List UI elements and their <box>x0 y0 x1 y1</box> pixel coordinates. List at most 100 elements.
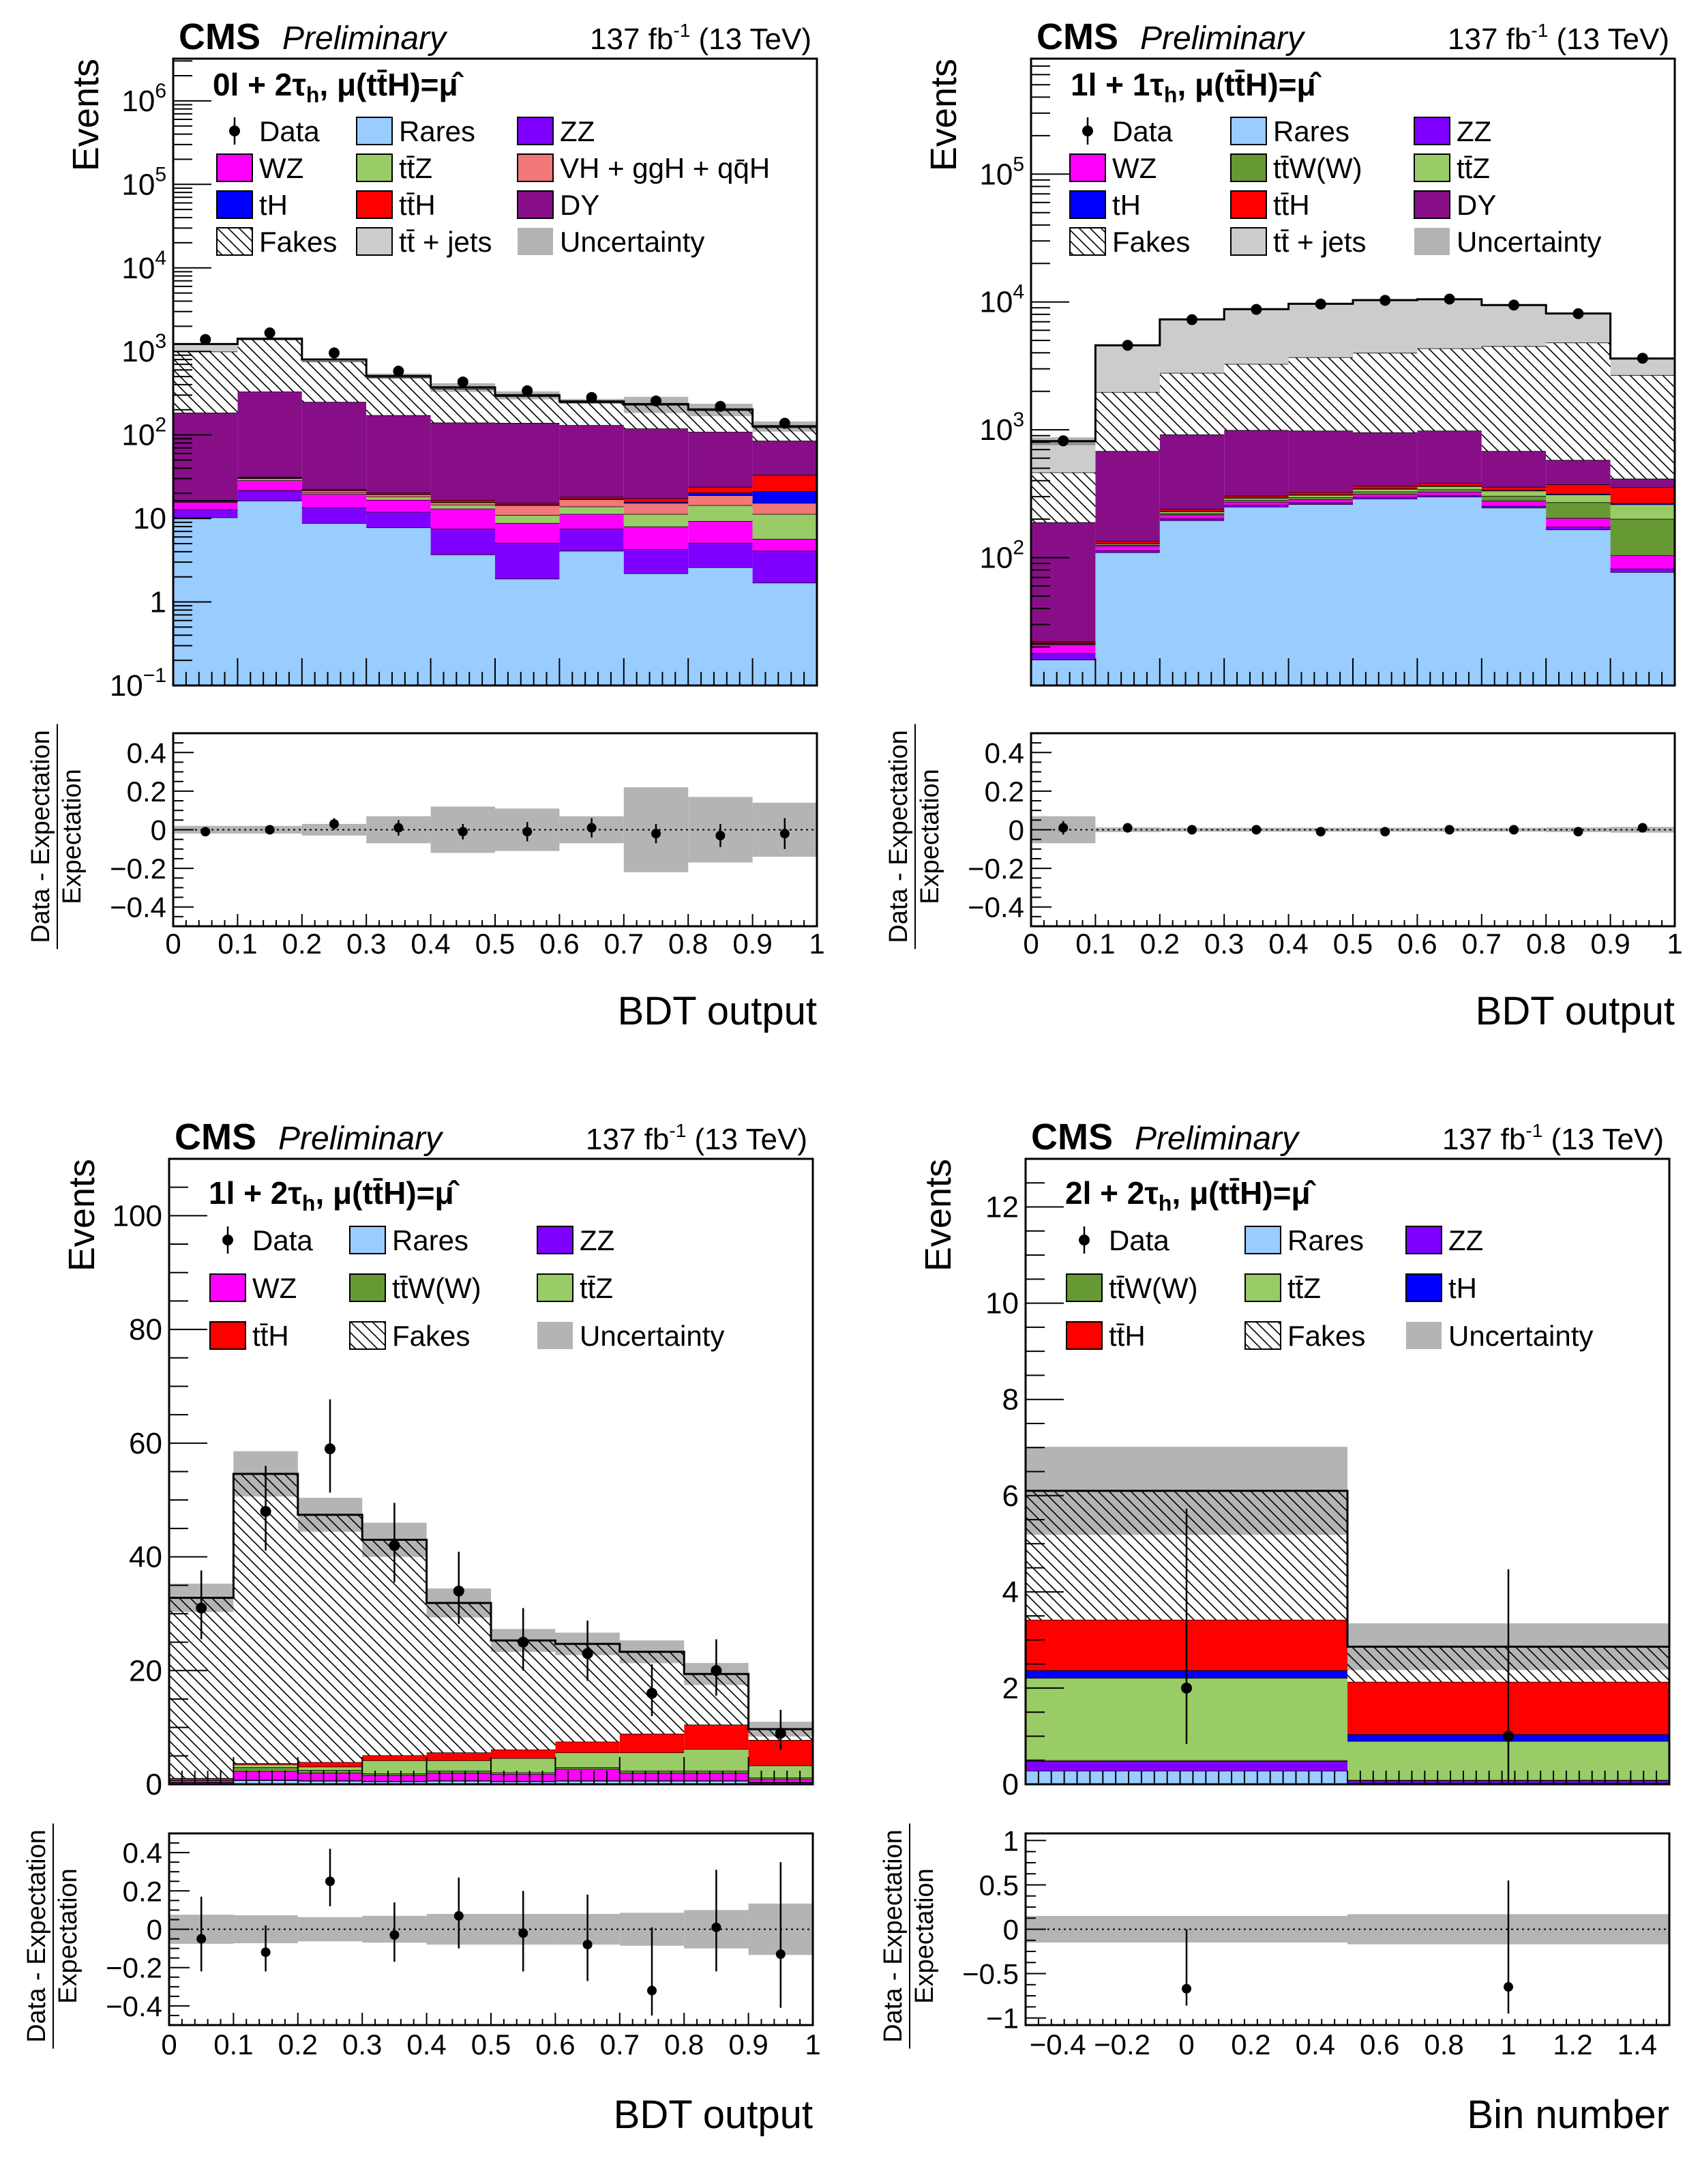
x-tick-label: 0.6 <box>1360 2028 1399 2061</box>
luminosity-label: 137 fb-1 (13 TeV) <box>1442 1120 1664 1156</box>
y-tick-label: 80 <box>129 1313 162 1346</box>
legend-entry-fakes: Fakes <box>349 1320 470 1352</box>
ratio-y-title-numerator-text: Data - Expectation <box>879 1829 908 2043</box>
x-tick-label: 1 <box>1500 2028 1516 2061</box>
bar-wz <box>1095 546 1160 550</box>
x-tick-label: 0.4 <box>406 2028 446 2061</box>
channel-signal-strength: , μ(tt̄H)=μ̂ <box>1172 1175 1316 1211</box>
legend-label: Data <box>1112 115 1173 147</box>
bar-wz <box>491 1773 556 1781</box>
y-tick-label: 103 <box>979 409 1024 447</box>
ratio-data-point <box>711 1922 721 1932</box>
bar-ttz <box>623 514 689 527</box>
y-tick-label-base: 4 <box>1002 1576 1019 1609</box>
y-tick-label-exponent: 4 <box>155 247 166 269</box>
legend-entry-ttz: tt̄Z <box>1244 1272 1321 1304</box>
ratio-panel: 0.4 0.2 0 −0.2 −0.4 0 0.1 0.2 0.3 0.4 0.5 0.6 0.7 0.8… <box>27 724 825 960</box>
y-tick-label: 104 <box>979 281 1024 319</box>
ratio-data-point <box>265 825 275 835</box>
ratio-y-title-numerator: Data - Expectation <box>27 730 55 943</box>
x-tick-label: 0.6 <box>539 928 579 960</box>
x-tick-label: 0.5 <box>475 928 515 960</box>
x-tick-label: 0.1 <box>213 2028 253 2061</box>
legend-swatch-th <box>1405 1273 1442 1302</box>
legend-swatch-ttw <box>1230 153 1267 182</box>
x-tick-label-text: 0.3 <box>342 2028 382 2061</box>
legend-swatch-rares <box>356 117 393 145</box>
bar-tth <box>362 1755 427 1760</box>
y-tick-label-base: 10 <box>979 542 1013 575</box>
legend-swatch-dy <box>517 190 554 219</box>
legend-label-text: tt̄Z <box>1287 1272 1321 1304</box>
ratio-data-point <box>1509 825 1519 835</box>
legend-uncertainty-swatch <box>1414 228 1450 255</box>
bar-dy <box>1288 430 1353 492</box>
ratio-uncertainty-band <box>297 1917 363 1942</box>
y-tick-label: 20 <box>129 1654 162 1687</box>
legend-label-text: tH <box>1112 189 1141 221</box>
y-tick-label-base: 8 <box>1002 1383 1019 1417</box>
bar-ttz <box>559 506 624 514</box>
bar-rares <box>1353 499 1418 685</box>
y-tick-label-exponent: −1 <box>143 664 166 687</box>
ratio-y-tick-label: 0.2 <box>985 776 1024 808</box>
x-tick-label-text: 0 <box>1023 928 1039 960</box>
y-tick-label-base: 60 <box>129 1427 162 1460</box>
x-tick-label-text: 0.6 <box>1397 928 1437 960</box>
ratio-y-tick-label: 0.2 <box>127 776 166 808</box>
lumi-exponent: -1 <box>1531 20 1548 41</box>
legend-swatch-dy <box>1414 190 1450 219</box>
x-tick-label-text: 0.7 <box>604 928 644 960</box>
y-tick-label-base: 10 <box>121 419 155 452</box>
legend-label: Rares <box>1273 115 1349 147</box>
bar-rares <box>1546 529 1611 685</box>
x-axis-title: BDT output <box>614 2093 813 2137</box>
legend-label: tt̄H <box>1109 1320 1146 1352</box>
ratio-data-point <box>1187 825 1197 835</box>
ratio-y-tick-label-text: 0.2 <box>985 776 1024 808</box>
bar-wz <box>301 494 367 508</box>
legend-label: Fakes <box>1112 226 1190 258</box>
ratio-y-tick-label-text: −0.5 <box>962 1958 1019 1990</box>
bar-rares <box>1224 506 1289 685</box>
x-axis-title: BDT output <box>618 989 817 1033</box>
status-label: Preliminary <box>1135 1121 1300 1157</box>
bar-tth <box>1031 641 1096 643</box>
legend-entry-tth: tt̄H <box>1066 1320 1146 1352</box>
y-tick-label-base: 10 <box>133 502 166 535</box>
bar-wz <box>684 1773 749 1781</box>
bar-ttz <box>426 1760 491 1771</box>
y-tick-label: 40 <box>129 1541 162 1574</box>
x-tick-label-text: 0.2 <box>278 2028 318 2061</box>
legend-label-text: Uncertainty <box>580 1320 724 1352</box>
bar-ttw <box>1288 497 1353 500</box>
legend-swatch-wz <box>216 153 253 182</box>
data-point <box>196 1602 207 1614</box>
bar-dy <box>366 415 431 493</box>
ratio-data-point <box>325 1876 335 1887</box>
ratio-data-point <box>582 1939 593 1949</box>
bar-rares <box>1031 660 1096 685</box>
x-tick-label-text: 0.3 <box>346 928 386 960</box>
x-tick-label-text: 0.8 <box>664 2028 704 2061</box>
x-tick-label: 0.8 <box>668 928 708 960</box>
y-tick-label-base: 10 <box>121 335 155 368</box>
legend-swatch-tth <box>1066 1321 1103 1350</box>
legend-data-marker-icon <box>1082 126 1093 136</box>
ratio-y-tick-label: 0 <box>147 1914 162 1946</box>
data-point <box>1503 1730 1514 1742</box>
bar-ttjets <box>1031 441 1096 473</box>
ratio-data-point <box>1315 827 1326 837</box>
ratio-y-tick-label-text: −0.2 <box>110 853 166 885</box>
data-point <box>325 1443 335 1455</box>
x-tick-label: 0.4 <box>1296 2028 1335 2061</box>
bar-ttw <box>1546 502 1611 518</box>
x-tick-label: 1.2 <box>1553 2028 1592 2061</box>
y-tick-label-exponent: 6 <box>155 80 166 102</box>
legend-label-text: tt̄W(W) <box>1273 152 1362 184</box>
legend-entry-zz: ZZ <box>1405 1224 1483 1256</box>
legend-label: tt̄Z <box>1457 152 1490 184</box>
legend-label: tt̄H <box>1273 189 1310 221</box>
cms-text: CMS <box>175 1117 256 1157</box>
ratio-y-tick-label: −0.5 <box>962 1958 1019 1990</box>
